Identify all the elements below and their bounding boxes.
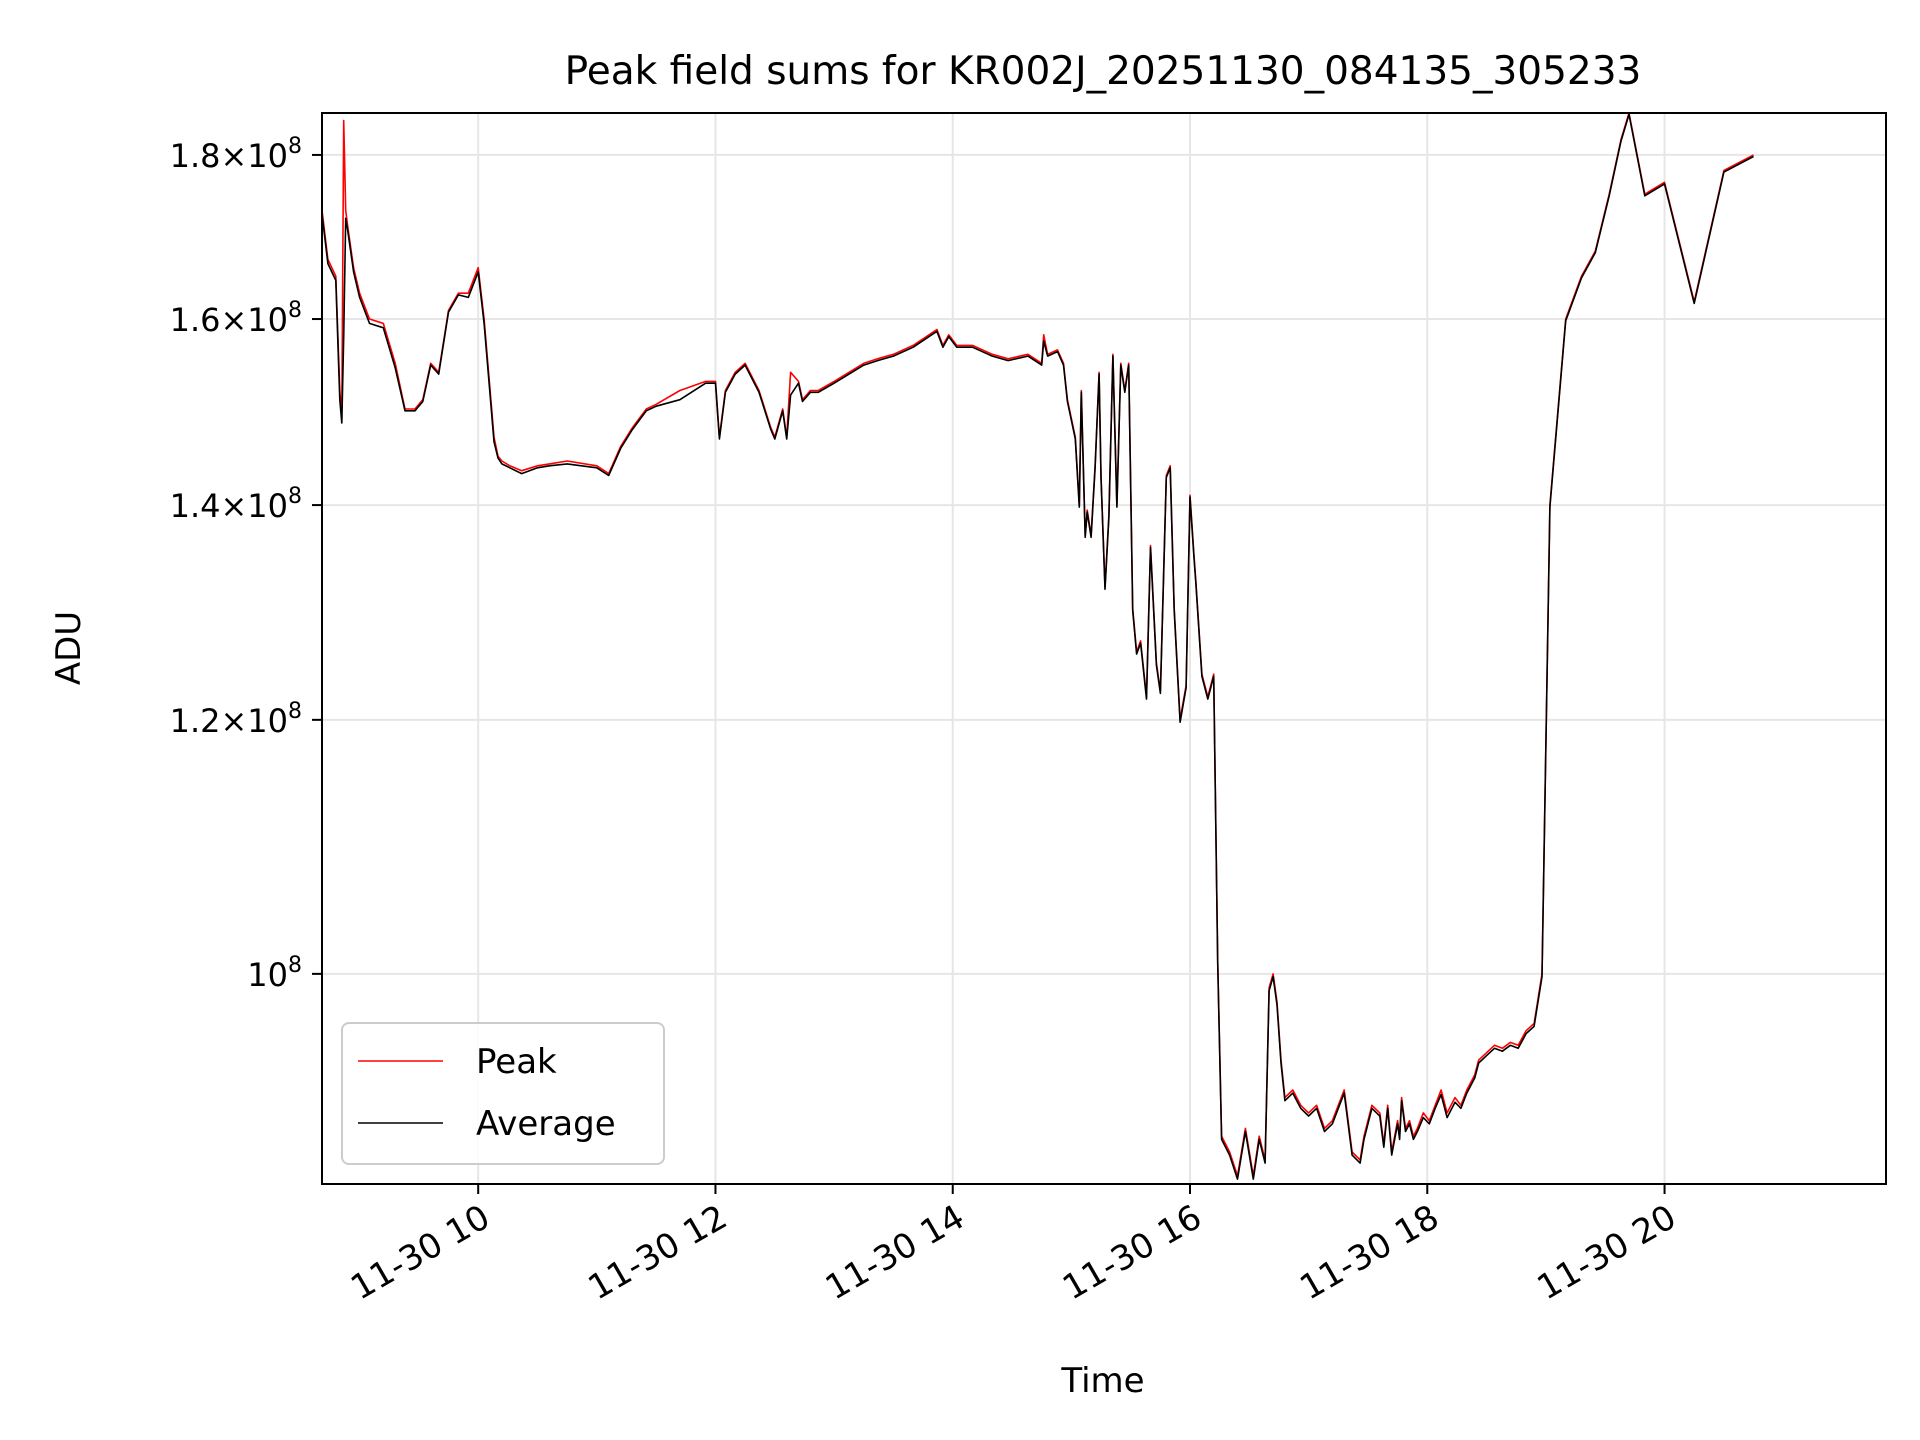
y-tick-label: 1.6×108 <box>170 298 302 339</box>
y-tick-label: 1.2×108 <box>170 699 302 740</box>
legend-label-average: Average <box>476 1104 616 1144</box>
y-axis-label: ADU <box>49 611 89 685</box>
series-line-average <box>321 113 1754 1180</box>
y-tick-exponent: 8 <box>288 699 302 724</box>
y-tick-label: 1.4×108 <box>170 484 302 525</box>
x-tick-label: 11-30 14 <box>819 1197 971 1308</box>
x-tick-label: 11-30 18 <box>1293 1197 1445 1308</box>
x-tick-label: 11-30 20 <box>1531 1197 1683 1308</box>
y-tick-mantissa: 1.6 <box>170 301 221 339</box>
y-tick-mantissa: 1.8 <box>170 137 221 175</box>
y-tick-times: ×10 <box>220 301 288 339</box>
series-layer <box>321 112 1754 1180</box>
series-line-peak <box>321 112 1754 1177</box>
x-tick-label: 11-30 16 <box>1056 1197 1208 1308</box>
grid <box>322 113 1886 1184</box>
y-tick-exponent: 8 <box>288 484 302 509</box>
y-tick-exponent: 8 <box>288 134 302 159</box>
y-tick-label: 1.8×108 <box>170 134 302 175</box>
x-tick-label: 11-30 12 <box>582 1197 734 1308</box>
x-axis-label: Time <box>1060 1361 1144 1401</box>
y-tick-mantissa: 1.2 <box>170 702 221 740</box>
y-tick-exponent: 8 <box>288 298 302 323</box>
legend-label-peak: Peak <box>476 1042 557 1082</box>
x-axis: 11-30 10 11-30 12 11-30 14 11-30 16 11-30 18… <box>344 1184 1683 1308</box>
plot-frame <box>321 112 1887 1185</box>
legend-box <box>341 1022 665 1165</box>
legend: Peak Average <box>341 1022 665 1165</box>
y-tick-label: 108 <box>247 953 302 994</box>
y-tick-exponent: 8 <box>288 953 302 978</box>
chart-title: Peak field sums for KR002J_20251130_0841… <box>565 49 1642 94</box>
y-tick-times: ×10 <box>220 137 288 175</box>
y-tick-times: ×10 <box>220 702 288 740</box>
y-tick-base: 10 <box>247 956 288 994</box>
x-tick-label: 11-30 10 <box>344 1197 496 1308</box>
y-tick-mantissa: 1.4 <box>170 487 221 525</box>
y-tick-times: ×10 <box>220 487 288 525</box>
